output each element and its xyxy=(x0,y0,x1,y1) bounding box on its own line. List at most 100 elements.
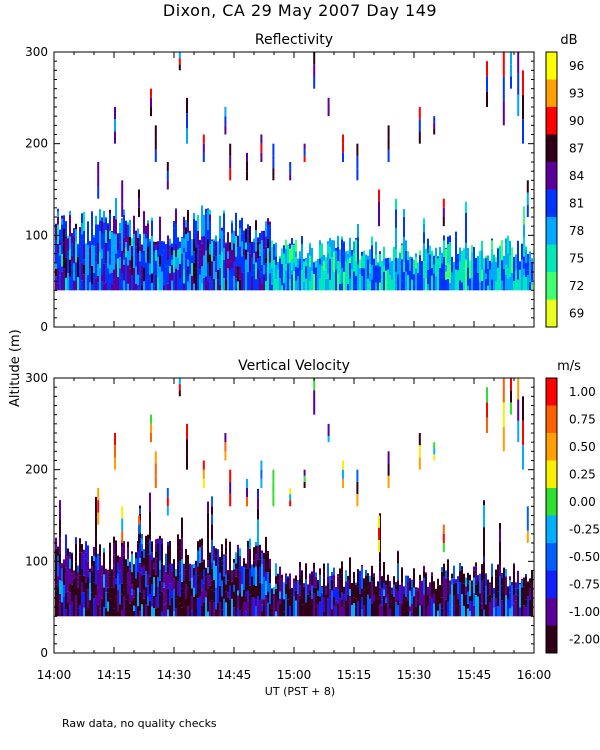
data-cell xyxy=(337,246,339,262)
data-cell xyxy=(201,561,203,580)
data-cell xyxy=(91,557,93,567)
data-cell xyxy=(223,598,225,617)
data-cell xyxy=(163,604,165,617)
data-cell xyxy=(129,561,131,569)
data-cell xyxy=(187,266,189,277)
data-cell xyxy=(55,571,57,585)
data-cell xyxy=(335,587,337,589)
data-cell xyxy=(85,558,87,570)
data-cell xyxy=(107,592,109,602)
data-cell xyxy=(121,583,123,595)
data-cell xyxy=(515,582,517,589)
data-cell xyxy=(197,277,199,291)
data-cell xyxy=(357,275,359,291)
data-cell xyxy=(255,251,257,263)
data-cell xyxy=(471,580,473,586)
data-cell xyxy=(447,587,449,602)
data-cell xyxy=(231,267,233,291)
data-cell xyxy=(99,608,101,617)
data-cell xyxy=(409,590,411,607)
data-cell xyxy=(57,546,59,556)
data-cell xyxy=(241,233,243,242)
data-cell xyxy=(209,552,211,555)
data-cell xyxy=(85,590,87,610)
data-cell xyxy=(107,570,109,588)
data-cell xyxy=(289,262,291,279)
data-cell xyxy=(131,275,133,291)
data-cell xyxy=(69,583,71,593)
data-cell xyxy=(129,260,131,269)
data-cell xyxy=(123,237,125,254)
data-cell xyxy=(375,586,377,609)
data-cell xyxy=(521,587,523,598)
data-cell xyxy=(207,250,209,263)
data-cell xyxy=(87,253,89,260)
data-cell xyxy=(343,586,345,595)
data-cell xyxy=(407,601,409,611)
plume-cell xyxy=(154,463,157,476)
data-cell xyxy=(143,549,145,558)
data-cell xyxy=(153,251,155,275)
data-cell xyxy=(509,576,511,581)
plume-cell xyxy=(313,390,316,403)
plume-cell xyxy=(303,149,306,156)
data-cell xyxy=(389,609,391,617)
data-cell xyxy=(187,209,189,212)
data-cell xyxy=(321,273,323,291)
plume-cell xyxy=(178,390,181,397)
data-cell xyxy=(95,595,97,617)
data-cell xyxy=(525,574,527,577)
data-cell xyxy=(241,566,243,585)
data-cell xyxy=(203,214,205,237)
data-cell xyxy=(417,262,419,274)
data-cell xyxy=(207,611,209,617)
data-cell xyxy=(519,607,521,617)
data-cell xyxy=(253,253,255,264)
data-cell xyxy=(307,253,309,265)
data-cell xyxy=(519,583,521,591)
data-cell xyxy=(259,600,261,617)
data-cell xyxy=(345,571,347,582)
data-cell xyxy=(245,596,247,603)
data-cell xyxy=(443,256,445,269)
data-cell xyxy=(255,220,257,231)
plume-cell xyxy=(260,469,263,479)
data-cell xyxy=(207,238,209,251)
data-cell xyxy=(261,283,263,291)
data-cell xyxy=(351,583,353,588)
data-cell xyxy=(103,263,105,284)
data-cell xyxy=(243,589,245,602)
data-cell xyxy=(185,598,187,617)
y-tick-label: 300 xyxy=(25,371,48,385)
data-cell xyxy=(147,554,149,575)
data-cell xyxy=(217,255,219,270)
data-cell xyxy=(261,599,263,605)
data-cell xyxy=(75,561,77,577)
data-cell xyxy=(113,215,115,224)
data-cell xyxy=(411,258,413,280)
data-cell xyxy=(233,562,235,570)
data-cell xyxy=(155,551,157,558)
data-cell xyxy=(63,242,65,261)
data-cell xyxy=(211,261,213,280)
data-cell xyxy=(105,263,107,283)
data-cell xyxy=(451,256,453,273)
data-cell xyxy=(333,567,335,575)
data-cell xyxy=(483,527,485,549)
data-cell xyxy=(365,267,367,281)
colorbar-label: -2.00 xyxy=(569,632,600,646)
plume-cell xyxy=(260,460,263,470)
data-cell xyxy=(177,547,179,565)
plume-cell xyxy=(356,481,359,495)
x-tick-label: 15:00 xyxy=(277,668,312,682)
data-cell xyxy=(121,563,123,584)
plume-cell xyxy=(289,500,292,507)
plume-cell xyxy=(442,198,445,208)
data-cell xyxy=(81,239,83,263)
data-cell xyxy=(485,273,487,280)
plume-cell xyxy=(97,512,100,525)
data-cell xyxy=(153,241,155,246)
data-cell xyxy=(177,257,179,270)
data-cell xyxy=(389,257,391,263)
data-cell xyxy=(513,579,515,596)
